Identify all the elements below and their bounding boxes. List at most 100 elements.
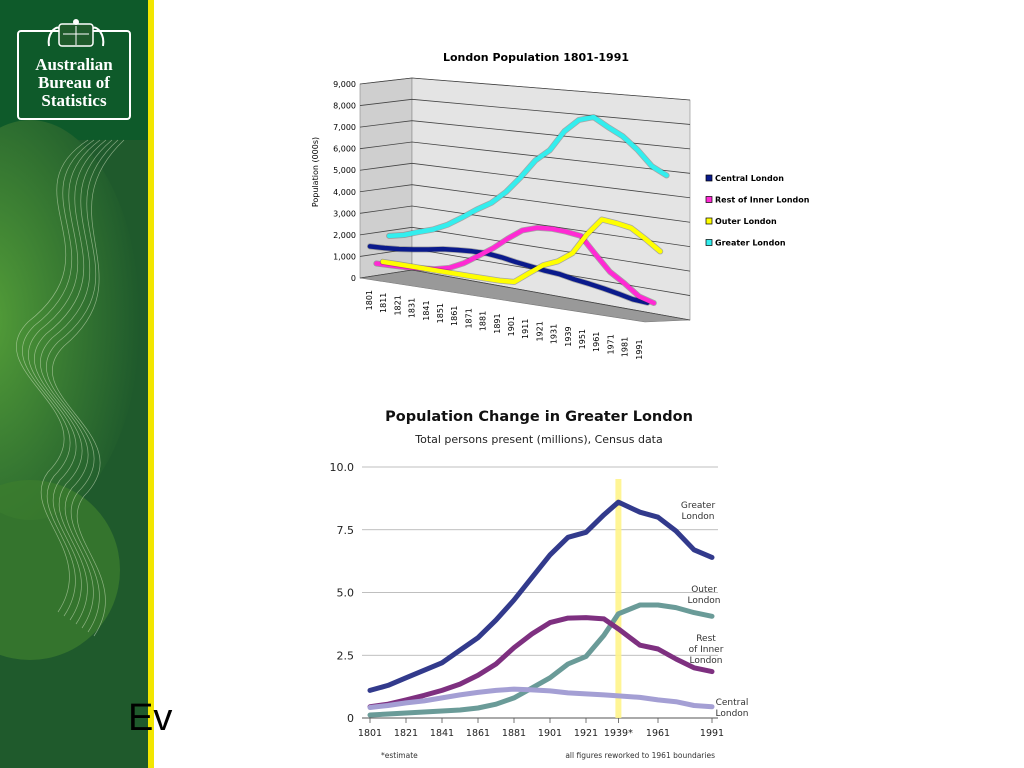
logo-line-1: Australian <box>35 55 113 74</box>
chart1-y-axis-label: Population (000s) <box>311 137 320 207</box>
chart2-x-tick-label: 1881 <box>502 728 526 739</box>
chart1-series-line-greater-london <box>386 114 669 239</box>
chart1-series-line-rest-of-inner-london <box>374 225 657 306</box>
chart2-subtitle: Total persons present (millions), Census… <box>414 433 663 446</box>
logo-line-2: Bureau of <box>38 73 110 92</box>
chart1-side-wall <box>359 77 413 279</box>
coat-of-arms-icon <box>47 19 105 47</box>
chart1-legend-swatch <box>705 217 713 225</box>
chart1-x-tick-label: 1961 <box>592 332 601 352</box>
chart2-series-label: of Inner <box>689 645 724 655</box>
chart1-series-shadow-1 <box>373 224 657 306</box>
chart2-y-tick-label: 10.0 <box>330 461 355 474</box>
chart2-series-label: London <box>716 709 749 719</box>
sidebar-panel: Australian Bureau of Statistics <box>0 0 148 768</box>
chart1-y-tick-label: 4,000 <box>333 188 356 197</box>
sidebar-divider <box>148 0 154 768</box>
chart1-legend-label: Greater London <box>715 239 786 248</box>
chart1-x-tick-label: 1971 <box>606 334 615 354</box>
chart1-legend-swatch <box>705 174 713 182</box>
chart1-gridline <box>359 141 691 174</box>
chart1-y-tick-label: 0 <box>351 274 356 283</box>
chart1-y-tick-label: 8,000 <box>333 102 356 111</box>
chart1-series-shadow-0 <box>367 243 651 306</box>
chart1-y-tick-label: 9,000 <box>333 80 356 89</box>
chart1-legend-label: Rest of Inner London <box>715 196 810 205</box>
chart2-x-tick-label: 1991 <box>700 728 724 739</box>
chart2-series-line-greater-london <box>367 499 715 693</box>
chart1-series-line-central-london <box>367 244 650 305</box>
chart2-series-label: London <box>690 656 723 666</box>
chart1-legend-swatch <box>705 239 713 246</box>
chart2-series-label: London <box>688 596 721 606</box>
chart2-x-tick-label: 1901 <box>538 728 562 739</box>
chart1-floor <box>359 269 691 323</box>
chart1-x-tick-label: 1911 <box>521 319 530 339</box>
chart2-footnote-right: all figures reworked to 1961 boundaries <box>565 751 715 760</box>
logo-line-3: Statistics <box>41 91 107 110</box>
chart2-x-tick-label: 1841 <box>430 728 454 739</box>
chart1-legend-label: Central London <box>715 174 784 183</box>
chart1-series-shadow-3 <box>386 114 670 239</box>
chart2-x-tick-label: 1821 <box>394 728 418 739</box>
chart1-gridline <box>359 226 691 272</box>
chart2-series-line-rest-of-inner-london <box>367 615 715 710</box>
chart1-gridline <box>359 77 691 101</box>
chart1-x-tick-label: 1821 <box>393 295 402 315</box>
chart2-x-tick-label: 1961 <box>646 728 670 739</box>
sidebar-decoration <box>0 120 148 768</box>
chart1-gridline <box>359 184 691 223</box>
chart1-x-tick-label: 1991 <box>635 339 644 359</box>
chart1-y-tick-label: 7,000 <box>333 123 356 132</box>
chart1-x-tick-label: 1981 <box>621 337 630 357</box>
slide-text-fragment: Ev <box>128 697 173 739</box>
chart1-y-tick-label: 1,000 <box>333 252 356 261</box>
chart1-x-tick-label: 1841 <box>422 300 431 320</box>
chart1-back-wall <box>411 77 691 321</box>
chart2-x-tick-label: 1921 <box>574 728 598 739</box>
chart1-gridline <box>359 269 691 321</box>
chart2-series-line-outer-london <box>367 602 715 718</box>
chart2-series-label: Central <box>716 698 749 708</box>
chart1-series-shadow-2 <box>379 216 664 285</box>
chart1-gridline <box>359 248 691 296</box>
chart2-y-tick-label: 2.5 <box>337 649 355 662</box>
chart2-series-label: Greater <box>681 501 716 511</box>
chart2-series-label: London <box>682 512 715 522</box>
chart2-y-tick-label: 7.5 <box>337 524 355 537</box>
chart1-y-tick-label: 6,000 <box>333 145 356 154</box>
chart1-x-tick-label: 1951 <box>578 329 587 349</box>
chart1-y-tick-label: 5,000 <box>333 166 356 175</box>
chart2-series-line-central-london <box>367 686 715 710</box>
chart1-legend-label: Outer London <box>715 217 777 226</box>
chart2-title: Population Change in Greater London <box>385 409 693 425</box>
chart1-y-tick-label: 3,000 <box>333 209 356 218</box>
chart1-x-tick-label: 1831 <box>408 298 417 318</box>
chart1-gridline <box>359 205 691 248</box>
chart2-x-tick-label: 1939* <box>604 728 633 739</box>
chart2-y-tick-label: 0 <box>347 712 354 725</box>
chart1-title: London Population 1801-1991 <box>443 51 629 64</box>
chart1-x-tick-label: 1891 <box>493 313 502 333</box>
chart1-gridline <box>359 98 691 125</box>
chart1-x-tick-label: 1881 <box>479 311 488 331</box>
chart2-x-tick-label: 1801 <box>358 728 382 739</box>
chart1-y-tick-label: 2,000 <box>333 231 356 240</box>
chart2-series-label: Rest <box>696 634 716 644</box>
chart1-series-line-outer-london <box>380 217 663 285</box>
chart2-y-tick-label: 5.0 <box>337 587 355 600</box>
chart1-legend-swatch <box>705 196 713 203</box>
chart1-x-tick-label: 1851 <box>436 303 445 323</box>
chart1-x-tick-label: 1801 <box>365 290 374 310</box>
chart2-series-label: Outer <box>691 585 717 595</box>
chart1-x-tick-label: 1871 <box>464 308 473 328</box>
chart2-footnote-left: *estimate <box>381 751 418 760</box>
chart1-x-tick-label: 1861 <box>450 306 459 326</box>
chart1-gridline <box>359 162 691 199</box>
chart1-gridline <box>359 120 691 150</box>
abs-logo: Australian Bureau of Statistics <box>17 19 131 120</box>
chart1-x-tick-label: 1901 <box>507 316 516 336</box>
chart2-highlight-band <box>615 479 622 718</box>
chart2-x-tick-label: 1861 <box>466 728 490 739</box>
chart1-x-tick-label: 1931 <box>550 324 559 344</box>
